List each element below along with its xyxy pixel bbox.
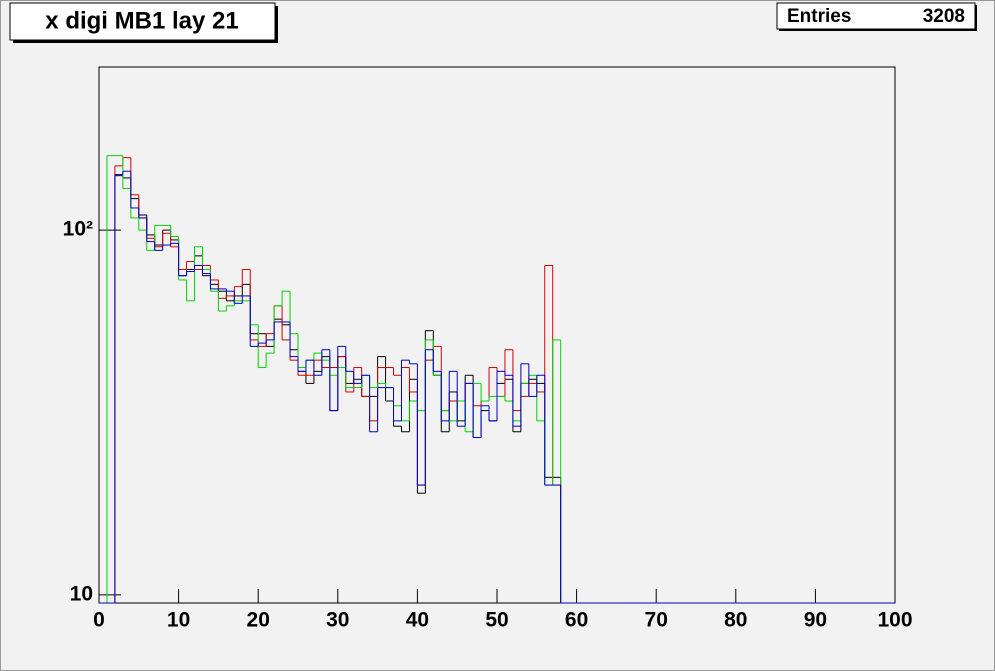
x-tick-label: 60 — [565, 609, 588, 632]
plot-frame — [98, 66, 896, 604]
title-box — [9, 2, 276, 41]
x-tick-label: 0 — [93, 609, 105, 632]
x-tick-label: 100 — [877, 609, 912, 632]
x-tick-label: 40 — [406, 609, 429, 632]
chart-title: x digi MB1 lay 21 — [45, 7, 238, 34]
y-tick-label: 10 — [70, 582, 93, 605]
y-tick-label: 10² — [63, 218, 93, 241]
x-tick-label: 20 — [247, 609, 270, 632]
stats-box — [776, 2, 976, 30]
stats-value: 3208 — [923, 6, 965, 27]
stats-label: Entries — [787, 6, 851, 27]
x-tick-label: 80 — [724, 609, 747, 632]
x-tick-label: 90 — [804, 609, 827, 632]
x-tick-label: 70 — [645, 609, 668, 632]
x-tick-label: 50 — [485, 609, 508, 632]
x-tick-label: 30 — [326, 609, 349, 632]
x-tick-label: 10 — [167, 609, 190, 632]
